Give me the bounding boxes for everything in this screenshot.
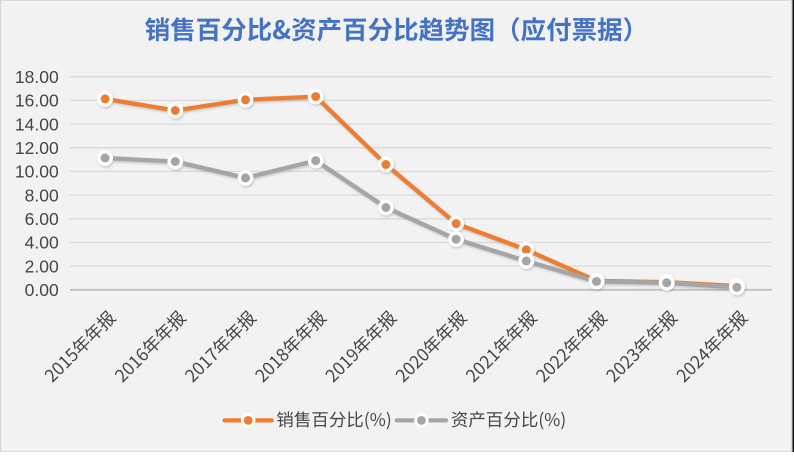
svg-text:4.00: 4.00: [25, 233, 59, 253]
svg-text:12.00: 12.00: [15, 138, 59, 158]
svg-text:6.00: 6.00: [25, 209, 59, 229]
svg-text:16.00: 16.00: [15, 91, 59, 111]
svg-text:2.00: 2.00: [25, 256, 59, 276]
svg-text:18.00: 18.00: [15, 67, 59, 87]
svg-text:0.00: 0.00: [25, 280, 59, 300]
svg-text:10.00: 10.00: [15, 162, 59, 182]
svg-text:14.00: 14.00: [15, 114, 59, 134]
svg-text:8.00: 8.00: [25, 185, 59, 205]
